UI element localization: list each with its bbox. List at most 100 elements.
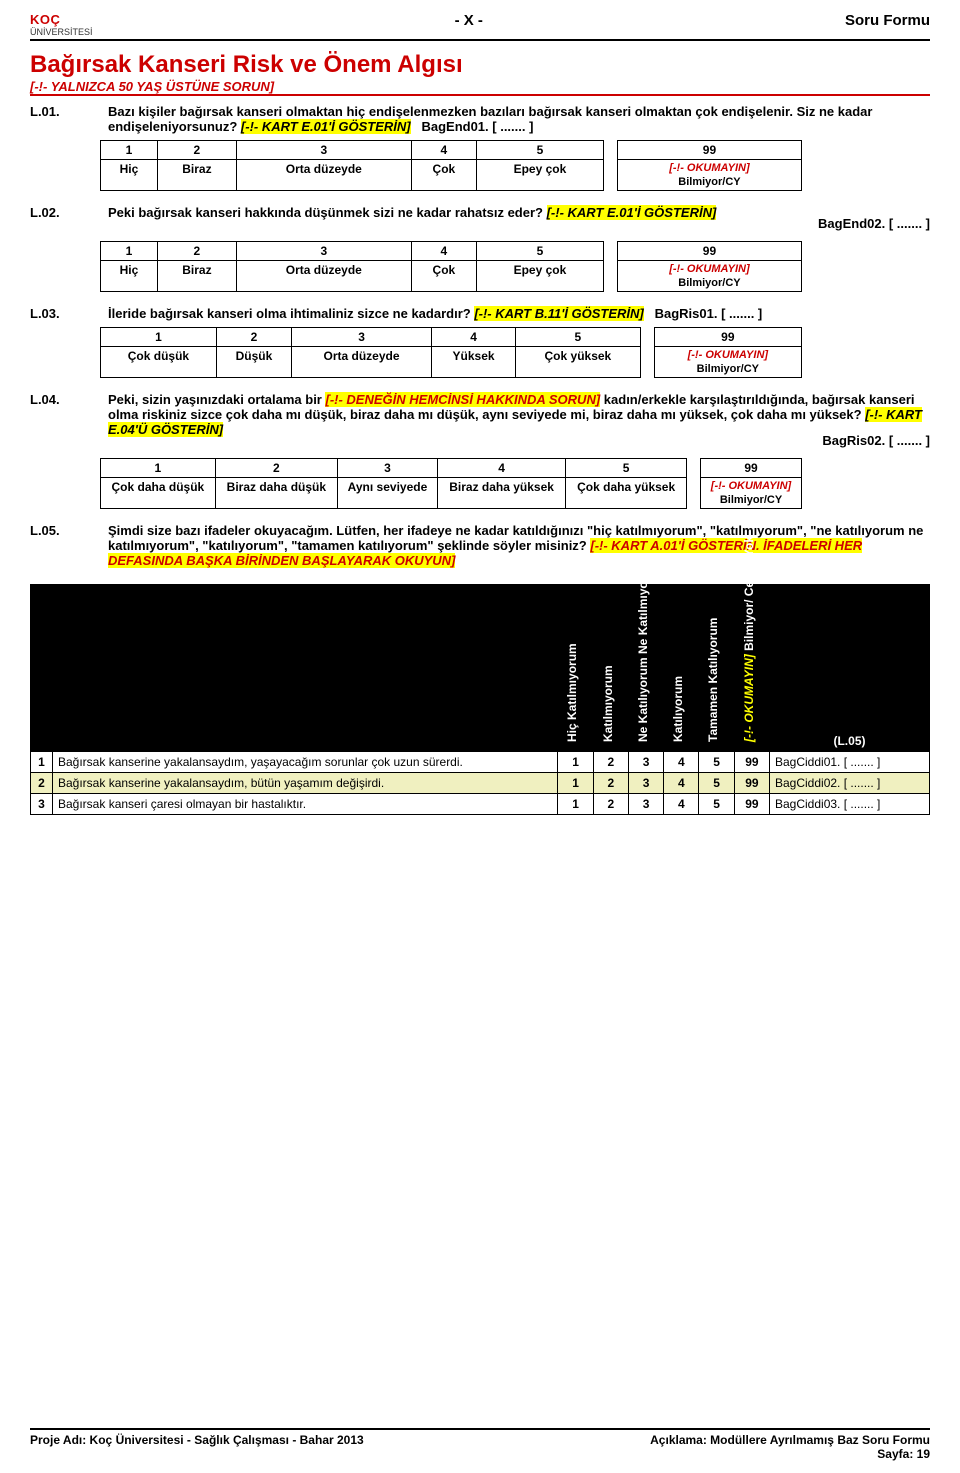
var-code: BagEnd01. [ ....... ] [421,119,533,134]
scale-num: 99 [701,459,802,478]
scale-L04: 1 2 3 4 5 99 Çok daha düşük Biraz daha d… [100,458,802,509]
dk-warn: [-!- OKUMAYIN] [742,654,756,742]
footer-desc: Açıklama: Modüllere Ayrılmamış Baz Soru … [650,1433,930,1447]
scale-label: Çok [411,261,476,292]
dk-warn: [-!- OKUMAYIN] [622,162,797,174]
q-num: L.02. [30,205,90,235]
cell: 99 [734,773,769,794]
col-label: Katılmıyorum [599,588,617,748]
page-footer: Proje Adı: Koç Üniversitesi - Sağlık Çal… [30,1428,930,1461]
scale-label: Düşük [216,347,291,378]
scale-num: 1 [101,242,158,261]
q-num: L.04. [30,392,90,452]
col-label: Hiç Katılmıyorum [563,588,581,748]
cell: 2 [593,794,628,815]
footer-left: Proje Adı: Koç Üniversitesi - Sağlık Çal… [30,1433,364,1461]
row-code: BagCiddi02. [ ....... ] [770,773,930,794]
dk-label: Bilmiyor/CY [720,494,782,506]
scale-num: 2 [157,141,236,160]
scale-label: Hiç [101,261,158,292]
q-text: Peki bağırsak kanseri hakkında düşünmek … [108,205,930,235]
col-label: [-!- OKUMAYIN] Bilmiyor/ Cevap Yok [740,588,758,748]
var-code: BagEnd02. [ ....... ] [818,216,930,231]
scale-num: 3 [236,141,411,160]
col-dk: [-!- OKUMAYIN] Bilmiyor/ Cevap Yok [734,585,769,752]
q-text: Peki, sizin yaşınızdaki ortalama bir [-!… [108,392,930,452]
form-label: Soru Formu [845,12,930,29]
footer-right: Açıklama: Modüllere Ayrılmamış Baz Soru … [650,1433,930,1461]
question-L05: L.05. Şimdi size bazı ifadeler okuyacağı… [30,523,930,568]
col-5: Tamamen Katılıyorum [699,585,734,752]
row-num: 3 [31,794,53,815]
peer-instruction: [-!- DENEĞİN HEMCİNSİ HAKKINDA SORUN] [325,392,600,407]
row-text: Bağırsak kanseri çaresi olmayan bir hast… [53,794,558,815]
matrix-row: 1 Bağırsak kanserine yakalansaydım, yaşa… [31,752,930,773]
q-num: L.05. [30,523,90,568]
scale-label: Biraz [157,160,236,191]
col-4: Katılıyorum [664,585,699,752]
scale-num: 99 [617,242,801,261]
page-number: - X - [455,12,483,29]
matrix-header-row: Hiç Katılmıyorum Katılmıyorum Ne Katılıy… [31,585,930,752]
var-code: BagRis02. [ ....... ] [822,433,930,448]
cell: 4 [664,752,699,773]
scale-num: 4 [437,459,565,478]
logo-sub: ÜNİVERSİTESİ [30,27,93,37]
row-num: 2 [31,773,53,794]
row-text: Bağırsak kanserine yakalansaydım, yaşaya… [53,752,558,773]
cell: 99 [734,752,769,773]
cell: 2 [593,752,628,773]
cell: 99 [734,794,769,815]
dk-label: Bilmiyor/CY [678,176,740,188]
scale-num: 4 [432,328,516,347]
q-text-part1: Peki, sizin yaşınızdaki ortalama bir [108,392,325,407]
scale-num: 5 [566,459,687,478]
scale-num: 1 [101,141,158,160]
col-2: Katılmıyorum [593,585,628,752]
page-header: KOÇ ÜNİVERSİTESİ - X - Soru Formu [30,12,930,41]
var-code: BagRis01. [ ....... ] [655,306,763,321]
scale-label: Biraz daha düşük [215,478,337,509]
scale-label: Biraz [157,261,236,292]
dk-label: Bilmiyor/ Cevap Yok [742,536,756,651]
col-label: Tamamen Katılıyorum [704,588,722,748]
scale-num: 4 [411,141,476,160]
cell: 3 [628,752,663,773]
scale-label: Çok yüksek [516,347,641,378]
q-num: L.03. [30,306,90,321]
scale-num: 3 [292,328,432,347]
col-label: Katılıyorum [669,588,687,748]
card-instruction: [-!- KART E.01'İ GÖSTERİN] [241,119,411,134]
cell: 1 [558,752,593,773]
row-num: 1 [31,752,53,773]
cell: 1 [558,794,593,815]
row-text: Bağırsak kanserine yakalansaydım, bütün … [53,773,558,794]
scale-num: 2 [215,459,337,478]
question-L03: L.03. İleride bağırsak kanseri olma ihti… [30,306,930,321]
col-statement [53,585,558,752]
scale-label: Orta düzeyde [236,160,411,191]
scale-label: Çok daha yüksek [566,478,687,509]
scale-label: Orta düzeyde [236,261,411,292]
card-instruction: [-!- KART B.11'İ GÖSTERİN] [474,306,643,321]
dk-warn: [-!- OKUMAYIN] [659,349,797,361]
scale-num: 1 [101,328,217,347]
section-filter: [-!- YALNIZCA 50 YAŞ ÜSTÜNE SORUN] [30,79,930,94]
q-text: Bazı kişiler bağırsak kanseri olmaktan h… [108,104,930,134]
section-divider [30,94,930,96]
dk-label: Bilmiyor/CY [697,363,759,375]
dk-warn: [-!- OKUMAYIN] [622,263,797,275]
logo-main: KOÇ [30,12,60,27]
footer-page: Sayfa: 19 [650,1447,930,1461]
logo: KOÇ ÜNİVERSİTESİ [30,12,93,37]
dk-warn: [-!- OKUMAYIN] [705,480,797,492]
cell: 2 [593,773,628,794]
col-1: Hiç Katılmıyorum [558,585,593,752]
scale-num: 3 [236,242,411,261]
matrix-row: 2 Bağırsak kanserine yakalansaydım, bütü… [31,773,930,794]
scale-dk: [-!- OKUMAYIN]Bilmiyor/CY [617,261,801,292]
question-L04: L.04. Peki, sizin yaşınızdaki ortalama b… [30,392,930,452]
scale-label: Çok daha düşük [101,478,216,509]
cell: 5 [699,794,734,815]
cell: 4 [664,773,699,794]
